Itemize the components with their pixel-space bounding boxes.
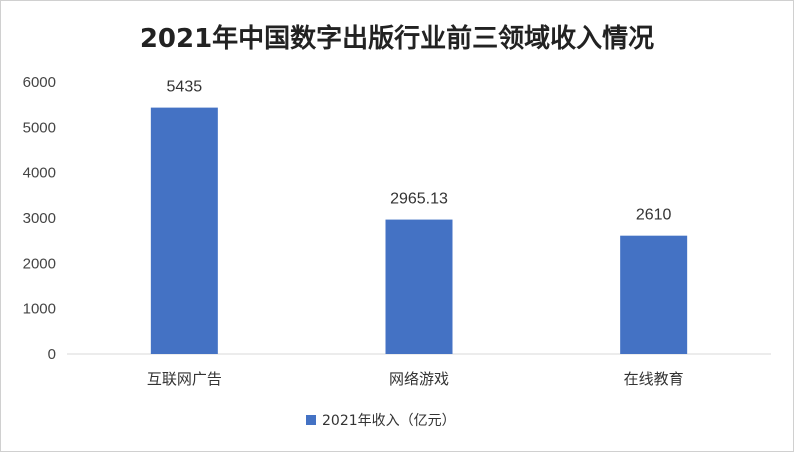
y-tick-label: 5000 (23, 119, 56, 136)
y-tick-label: 1000 (23, 301, 56, 318)
category-label: 网络游戏 (389, 370, 449, 388)
data-label: 2965.13 (390, 191, 448, 208)
y-tick-label: 0 (48, 346, 56, 363)
data-label: 5435 (167, 79, 203, 96)
y-tick-label: 6000 (23, 74, 56, 91)
data-label: 2610 (636, 207, 672, 224)
data-labels-group: 5435 2965.13 2610 (167, 79, 672, 224)
bar (620, 235, 688, 354)
category-label: 在线教育 (624, 370, 684, 388)
chart-title: 2021年中国数字出版行业前三领域收入情况 (140, 23, 654, 54)
y-tick-label: 3000 (23, 210, 56, 227)
legend-swatch (306, 415, 316, 425)
bar (385, 219, 453, 354)
bars-group (150, 107, 688, 354)
x-axis: 互联网广告 网络游戏 在线教育 (147, 370, 684, 388)
category-label: 互联网广告 (147, 370, 222, 388)
y-tick-label: 4000 (23, 165, 56, 182)
bar (150, 107, 218, 354)
y-axis: 0 1000 2000 3000 4000 5000 6000 (23, 74, 56, 363)
legend-label: 2021年收入（亿元） (322, 413, 456, 429)
y-tick-label: 2000 (23, 255, 56, 272)
legend: 2021年收入（亿元） (306, 413, 456, 429)
